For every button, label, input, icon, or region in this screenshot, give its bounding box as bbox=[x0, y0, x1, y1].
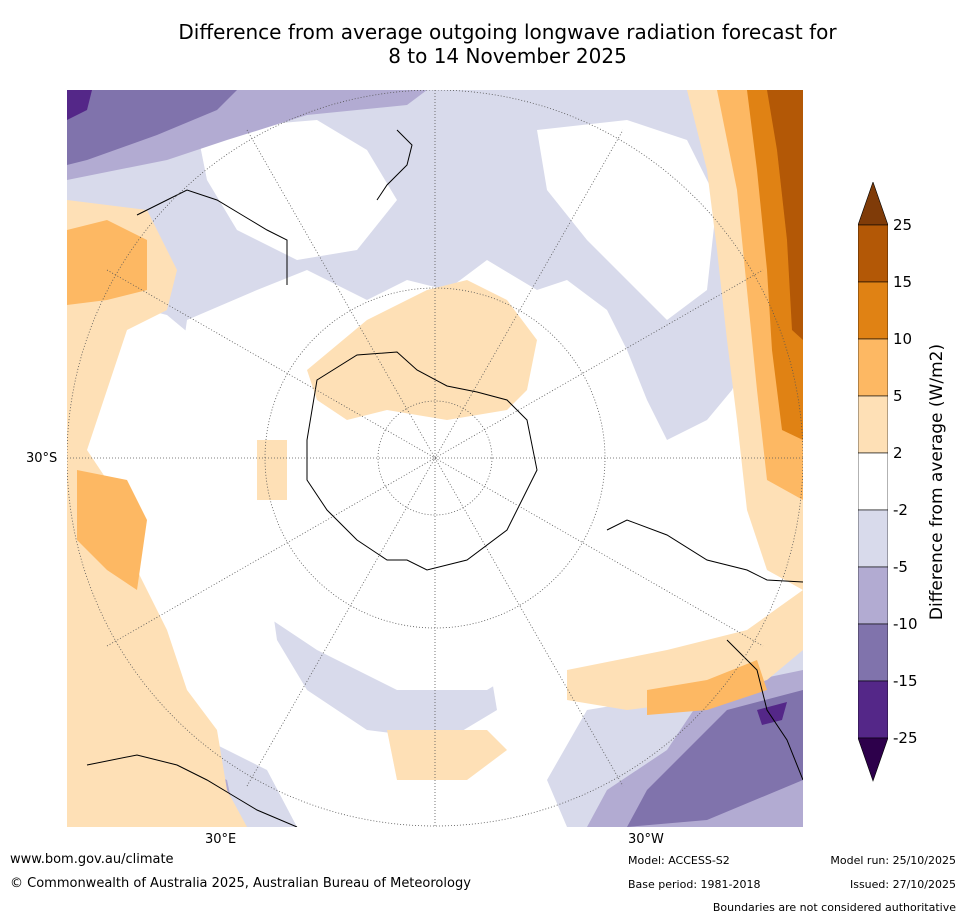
colorbar-band-m10-m15 bbox=[857, 623, 889, 682]
longitude-label-30e: 30°E bbox=[205, 832, 237, 847]
coastline-antarctica bbox=[306, 351, 538, 571]
colorbar bbox=[857, 181, 889, 782]
anomaly-area-neutral-northeast bbox=[537, 120, 717, 320]
footer-model: Model: ACCESS-S2 bbox=[628, 854, 730, 867]
latitude-label-30s: 30°S bbox=[26, 451, 58, 466]
footer-issued: Issued: 27/10/2025 bbox=[849, 878, 956, 891]
anomaly-area-dark-purple-northwest bbox=[67, 90, 237, 165]
anomaly-area-light-orange-south bbox=[387, 730, 507, 780]
colorbar-tick-label: 15 bbox=[893, 273, 913, 291]
anomaly-area-light-orange-east-patch bbox=[257, 440, 287, 500]
colorbar-band-5-10 bbox=[857, 338, 889, 397]
footer-url[interactable]: www.bom.gov.au/climate bbox=[10, 852, 174, 867]
anomaly-area-darkest-orange-east bbox=[767, 90, 803, 340]
map-title: Difference from average outgoing longwav… bbox=[120, 20, 895, 68]
colorbar-tick-label: -25 bbox=[893, 729, 918, 747]
coastline-australia bbox=[136, 189, 288, 285]
anomaly-area-light-orange-west bbox=[67, 200, 247, 827]
coastline-new-zealand bbox=[376, 129, 413, 201]
colorbar-band-15-25 bbox=[857, 224, 889, 283]
colorbar-tick-label: 5 bbox=[893, 387, 903, 405]
colorbar-band-m2-m5 bbox=[857, 509, 889, 568]
colorbar-band-m5-m10 bbox=[857, 566, 889, 625]
anomaly-area-medium-orange-southeast bbox=[647, 660, 767, 715]
polar-map[interactable] bbox=[67, 90, 803, 827]
graticule-meridian-150 bbox=[246, 129, 624, 787]
footer-copyright: © Commonwealth of Australia 2025, Austra… bbox=[10, 876, 471, 891]
colorbar-band-2-5 bbox=[857, 395, 889, 454]
anomaly-area-medium-orange-west bbox=[67, 220, 147, 305]
colorbar-band-10-15 bbox=[857, 281, 889, 340]
anomaly-area-deep-purple-northwest bbox=[67, 90, 92, 120]
colorbar-title: Difference from average (W/m2) bbox=[927, 343, 947, 621]
anomaly-area-dark-purple-southeast bbox=[627, 690, 803, 827]
coastline-south-america bbox=[606, 519, 803, 781]
anomaly-area-neutral-central bbox=[177, 260, 687, 690]
graticule-circle-inner bbox=[377, 400, 493, 516]
colorbar-band-neutral bbox=[857, 452, 889, 511]
colorbar-tick-label: 25 bbox=[893, 216, 913, 234]
anomaly-area-deep-purple-southeast bbox=[757, 702, 787, 725]
title-line-1: Difference from average outgoing longwav… bbox=[178, 20, 837, 44]
anomaly-area-neutral-north bbox=[197, 120, 397, 260]
colorbar-tick-label: -15 bbox=[893, 672, 918, 690]
colorbar-tick-label: 2 bbox=[893, 444, 903, 462]
coastline-africa bbox=[86, 754, 298, 827]
footer-base-period: Base period: 1981-2018 bbox=[628, 878, 761, 891]
colorbar-over-arrow bbox=[857, 181, 889, 226]
title-line-2: 8 to 14 November 2025 bbox=[388, 44, 627, 68]
anomaly-area-light-orange-antarctica bbox=[307, 280, 537, 420]
colorbar-tick-label: -5 bbox=[893, 558, 908, 576]
colorbar-tick-label: -2 bbox=[893, 501, 908, 519]
colorbar-tick-label: 10 bbox=[893, 330, 913, 348]
colorbar-band-m15-m25 bbox=[857, 680, 889, 739]
anomaly-area-medium-orange-west-lower bbox=[77, 470, 147, 590]
footer-disclaimer: Boundaries are not considered authoritat… bbox=[712, 901, 956, 914]
footer-model-run: Model run: 25/10/2025 bbox=[830, 854, 956, 867]
colorbar-tick-label: -10 bbox=[893, 615, 918, 633]
longitude-label-30w: 30°W bbox=[628, 832, 664, 847]
colorbar-under-arrow bbox=[857, 737, 889, 782]
